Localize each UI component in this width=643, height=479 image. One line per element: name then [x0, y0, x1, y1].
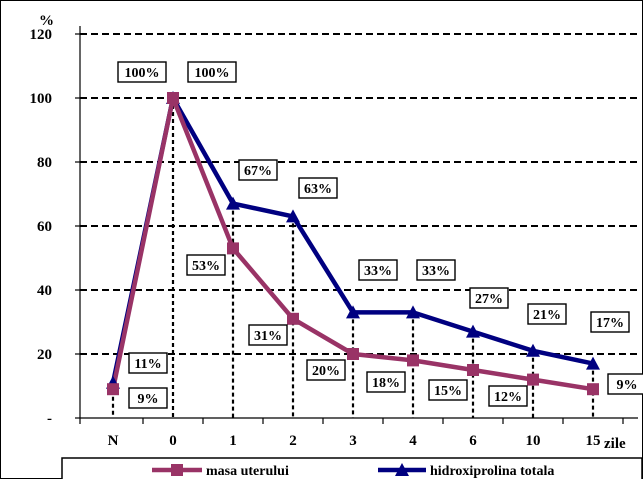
x-tick-label: 0	[169, 433, 177, 449]
data-label: 20%	[312, 364, 340, 379]
data-label: 63%	[304, 182, 332, 197]
x-tick-label: 3	[349, 433, 357, 449]
data-point-triangle	[466, 324, 480, 338]
data-label-box	[187, 61, 237, 83]
data-label-box	[238, 159, 278, 181]
data-label-box	[527, 303, 567, 325]
data-label: 9%	[617, 378, 638, 393]
data-label-box	[128, 387, 168, 409]
data-label-box	[590, 311, 630, 333]
data-label: 21%	[533, 308, 561, 323]
data-label: 15%	[434, 384, 462, 399]
x-tick-label: 2	[289, 433, 297, 449]
data-point-square	[527, 373, 539, 386]
data-point-square	[467, 364, 479, 376]
data-point-square	[407, 354, 419, 367]
data-point-square	[587, 383, 599, 396]
data-label-box	[607, 373, 643, 395]
data-point-triangle	[226, 196, 240, 210]
data-label: 12%	[494, 390, 522, 405]
data-label-box	[306, 359, 346, 381]
x-tick-label: 4	[409, 433, 417, 449]
data-point-triangle	[286, 209, 300, 223]
x-tick-label: 10	[526, 433, 541, 449]
data-label-box	[488, 385, 528, 407]
x-axis-label: zile	[604, 436, 626, 452]
axes: - 20 40 60 80 100 120% N 0 1 2 3 4 6 10 15 zile	[30, 13, 638, 452]
data-point-square	[347, 348, 359, 360]
data-point-triangle	[586, 356, 600, 370]
legend-label: hidroxiprolina totala	[430, 464, 554, 479]
legend-label: masa uterului	[206, 464, 289, 479]
y-tick-label: 100	[30, 91, 53, 107]
x-tick-label: N	[108, 433, 119, 449]
series	[106, 91, 600, 396]
data-label-box	[469, 287, 509, 309]
data-label: 100%	[195, 66, 230, 81]
data-point-square	[107, 383, 119, 396]
data-label-box	[358, 259, 398, 281]
x-tick-label: 6	[469, 433, 477, 449]
data-label: 100%	[125, 66, 160, 81]
y-tick-label: -	[47, 411, 52, 427]
data-point-square	[287, 312, 299, 325]
y-tick-label: 40	[37, 283, 52, 299]
data-label: 67%	[244, 164, 272, 179]
data-point-square	[167, 92, 179, 104]
y-tick-label: 20	[37, 347, 52, 363]
data-label: 31%	[254, 329, 282, 344]
legend-marker-square	[171, 464, 183, 476]
data-label-box	[298, 177, 338, 199]
data-label: 27%	[475, 292, 503, 307]
data-label-box	[186, 254, 226, 276]
data-point-triangle	[346, 305, 360, 319]
data-label-box	[366, 371, 406, 393]
data-label: 53%	[192, 259, 220, 274]
data-label-box	[117, 61, 167, 83]
data-point-triangle	[406, 305, 420, 319]
legend: masa uterului hidroxiprolina totala	[61, 457, 643, 479]
data-label: 9%	[138, 392, 159, 407]
data-label: 33%	[422, 264, 450, 279]
x-tick-label: 15	[586, 433, 601, 449]
y-axis-label: %	[39, 13, 54, 29]
data-label-box	[128, 352, 168, 374]
data-label-box	[416, 259, 456, 281]
data-label: 17%	[596, 316, 624, 331]
y-tick-label: 60	[37, 219, 52, 235]
x-tick-label: 1	[229, 433, 237, 449]
data-label: 11%	[134, 357, 161, 372]
data-label-box	[248, 324, 288, 346]
legend-box	[61, 457, 643, 479]
data-labels: 9% 100% 53% 31% 20% 18% 15% 12% 9% 11% 100% 67% 63% 3…	[117, 61, 643, 409]
data-point-square	[227, 242, 239, 255]
data-label: 33%	[364, 264, 392, 279]
y-tick-label: 120	[30, 27, 53, 43]
data-point-triangle	[526, 343, 540, 357]
data-label-box	[428, 379, 468, 401]
y-tick-label: 80	[37, 155, 52, 171]
legend-marker-triangle	[395, 463, 409, 476]
data-label: 18%	[372, 376, 400, 391]
